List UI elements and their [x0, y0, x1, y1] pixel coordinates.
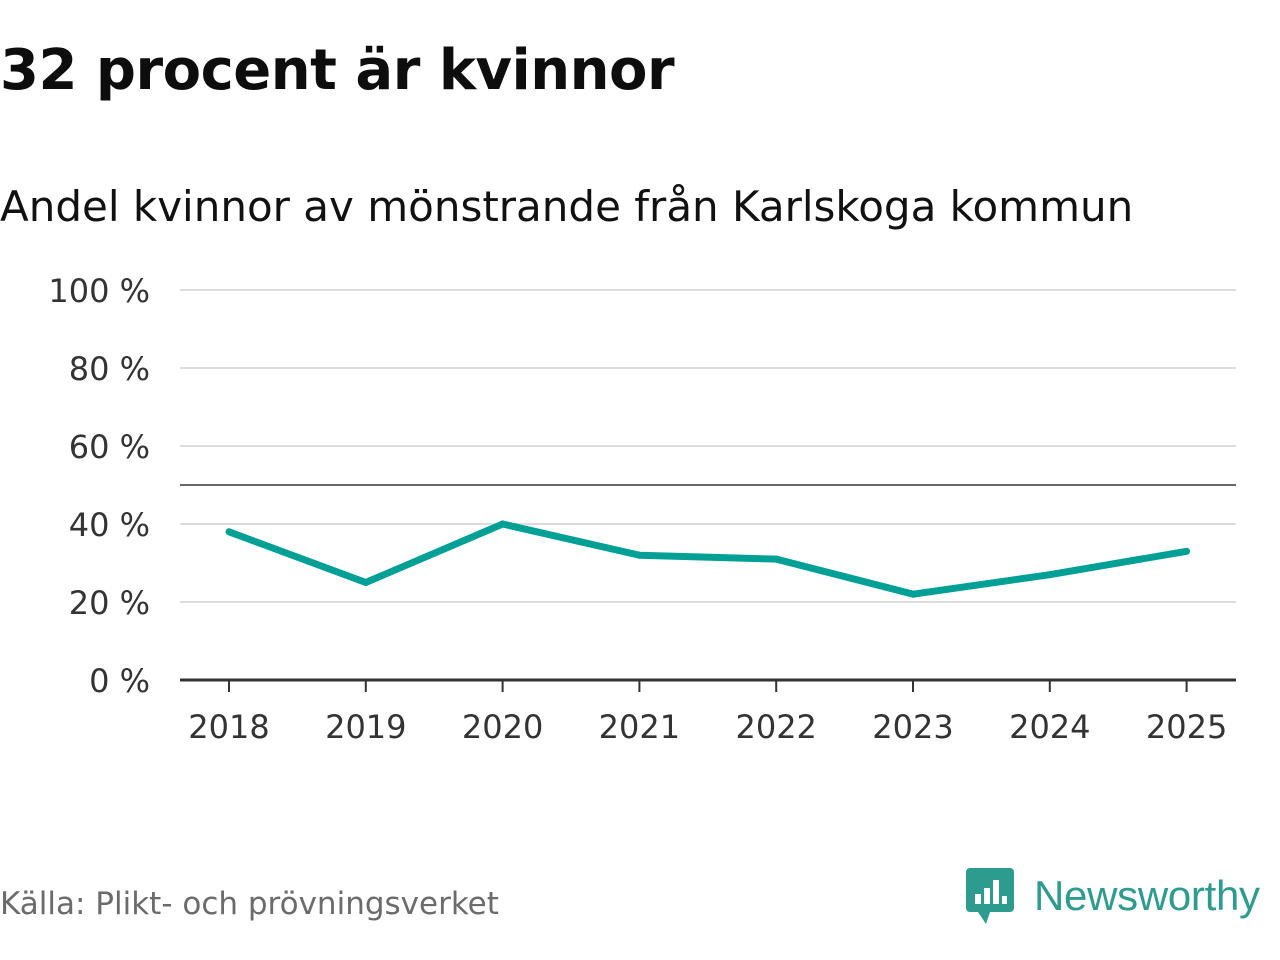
series-line [227, 520, 1188, 598]
chart-subtitle: Andel kvinnor av mönstrande från Karlsko… [0, 182, 1134, 231]
x-tick-label: 2022 [735, 708, 816, 746]
data-point [635, 551, 643, 559]
x-tick-label: 2025 [1146, 708, 1227, 746]
x-tick-label: 2019 [325, 708, 406, 746]
brand-name: Newsworthy [1034, 872, 1260, 919]
line-chart: 0 % 20 % 40 % 60 % 80 % 100 % 2018 2019 2020 202… [48, 272, 1236, 746]
x-tick-label: 2021 [599, 708, 680, 746]
grid-lines [180, 289, 1236, 603]
y-tick-label: 80 % [69, 350, 150, 388]
data-point [225, 528, 233, 536]
data-point [499, 520, 507, 528]
x-axis [180, 678, 1236, 692]
x-tick-label: 2020 [462, 708, 543, 746]
x-tick-label: 2024 [1009, 708, 1090, 746]
data-point [362, 579, 370, 586]
x-axis-labels: 2018 2019 2020 2021 2022 2023 2024 2025 [188, 708, 1227, 746]
data-point [909, 590, 917, 598]
chart-title: 32 procent är kvinnor [0, 38, 675, 103]
source-note: Källa: Plikt- och prövningsverket [0, 886, 499, 922]
y-tick-label: 40 % [69, 506, 150, 544]
y-tick-label: 0 % [89, 662, 150, 700]
y-axis-labels: 0 % 20 % 40 % 60 % 80 % 100 % [48, 272, 150, 700]
y-tick-label: 100 % [48, 272, 150, 310]
data-point [1046, 571, 1054, 579]
x-tick-label: 2018 [188, 708, 269, 746]
brand-logo: Newsworthy [964, 864, 1260, 928]
series-group [225, 520, 1191, 598]
x-tick-label: 2023 [872, 708, 953, 746]
data-point [1183, 547, 1191, 555]
data-point [772, 555, 780, 563]
newsworthy-logo-icon [966, 868, 1014, 924]
y-tick-label: 60 % [69, 428, 150, 466]
y-tick-label: 20 % [69, 584, 150, 622]
